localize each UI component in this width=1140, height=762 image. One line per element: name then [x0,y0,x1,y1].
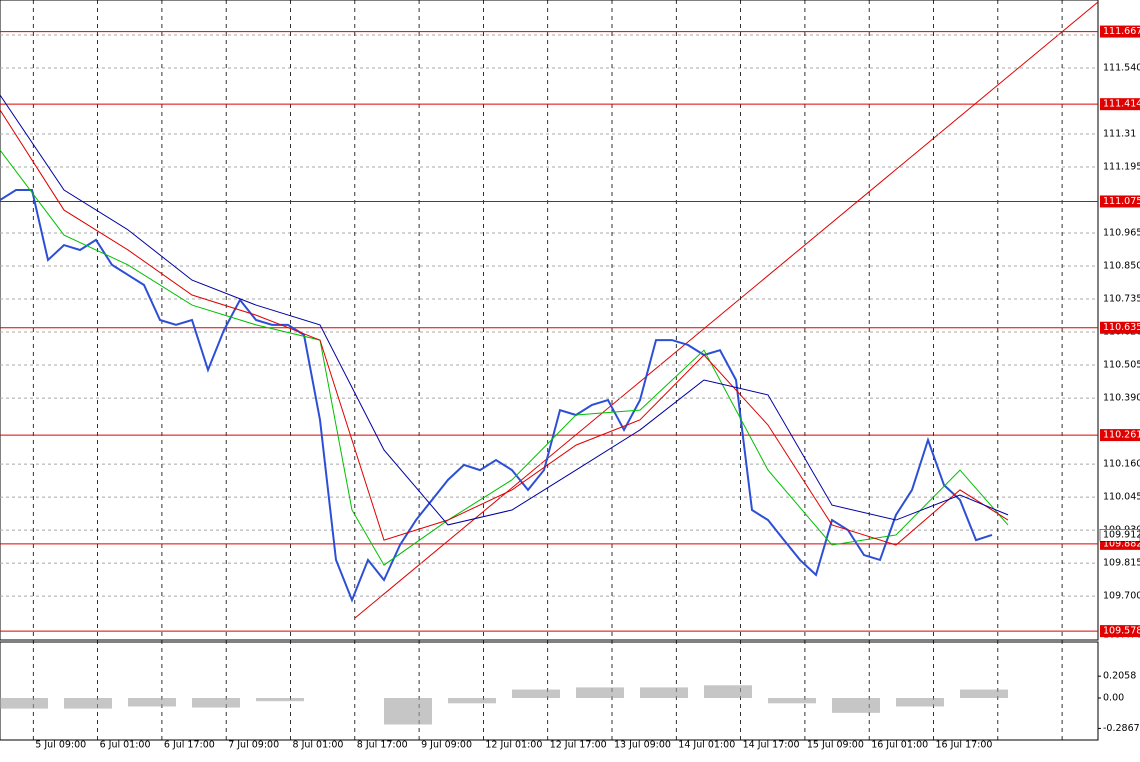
y-tick-label: 109.700 [1103,591,1140,602]
osc-bar [832,698,880,713]
x-tick-label: 6 Jul 01:00 [100,740,151,751]
level-label-box [1100,625,1140,638]
level-label: 111.414 [1103,99,1140,110]
osc-bar [192,698,240,708]
x-tick-label: 7 Jul 09:00 [228,740,279,751]
x-tick-label: 14 Jul 17:00 [743,740,800,751]
x-tick-label: 6 Jul 17:00 [164,740,215,751]
x-tick-label: 8 Jul 01:00 [293,740,344,751]
marks [0,31,1098,725]
y-tick-label: 110.850 [1103,261,1140,272]
x-tick-label: 12 Jul 17:00 [550,740,607,751]
level-label-box [1100,321,1140,334]
osc-bar [256,698,304,702]
osc-bar [768,698,816,704]
x-tick-label: 16 Jul 17:00 [936,740,993,751]
y-tick-label: 111.31 [1103,129,1136,140]
osc-bar [384,698,432,725]
y-tick-label: 110.160 [1103,459,1140,470]
y-tick-label: 110.045 [1103,492,1140,503]
osc-tick-label: 0.00 [1103,693,1124,704]
labels: 111.655111.540111.31111.195110.965110.85… [35,25,1140,751]
x-tick-label: 5 Jul 09:00 [35,740,86,751]
level-label: 111.667 [1103,26,1140,37]
x-tick-label: 9 Jul 09:00 [421,740,472,751]
level-label-box [1100,195,1140,208]
x-tick-label: 12 Jul 01:00 [485,740,542,751]
level-label: 110.635 [1103,322,1140,333]
osc-bar [448,698,496,704]
x-tick-label: 13 Jul 09:00 [614,740,671,751]
series-line [0,149,1009,566]
osc-bar [128,698,176,707]
x-tick-label: 15 Jul 09:00 [807,740,864,751]
level-label: 109.882 [1103,538,1140,549]
level-label-box [1100,98,1140,111]
y-tick-label: 111.195 [1103,162,1140,173]
osc-bar [576,687,624,698]
x-tick-label: 14 Jul 01:00 [678,740,735,751]
osc-bar [896,698,944,707]
osc-tick-label: 0.2058 [1103,671,1136,682]
level-label: 111.075 [1103,196,1140,207]
y-tick-label: 110.390 [1103,393,1140,404]
osc-bar [640,687,688,698]
main-plot-frame [0,0,1099,641]
current-price-box [1099,528,1140,542]
osc-bar [960,689,1008,698]
y-tick-label: 110.505 [1103,360,1140,371]
y-tick-label: 109.815 [1103,558,1140,569]
x-tick-label: 8 Jul 17:00 [357,740,408,751]
series-line [0,109,1009,546]
y-tick-label: 110.965 [1103,228,1140,239]
current-price-label: 109.912 [1103,530,1140,541]
osc-bar [64,698,112,709]
osc-bar [704,685,752,698]
level-label: 109.578 [1103,626,1140,637]
osc-bar [512,689,560,698]
level-label-box [1100,429,1140,442]
osc-bar [0,698,48,709]
osc-tick-label: -0.2867 [1103,723,1140,734]
x-tick-label: 16 Jul 01:00 [871,740,928,751]
y-tick-label: 111.540 [1103,63,1140,74]
level-label: 110.261 [1103,430,1140,441]
y-tick-label: 110.735 [1103,294,1140,305]
level-label-box [1100,25,1140,38]
series-line [0,94,1009,526]
grid [0,0,1101,740]
